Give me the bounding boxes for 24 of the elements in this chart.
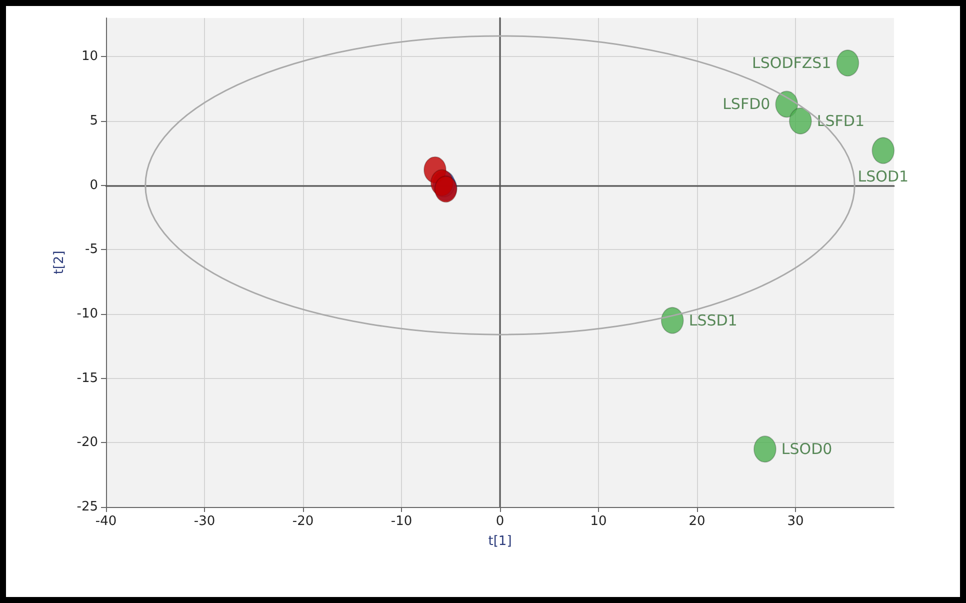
y-tick-label: 5 xyxy=(90,113,98,128)
x-tick-label: 30 xyxy=(787,514,804,529)
data-label: LSFD0 xyxy=(722,95,770,114)
x-tick-label: 20 xyxy=(688,514,706,529)
y-tick-label: 0 xyxy=(90,178,98,193)
data-label: LSSD1 xyxy=(688,311,738,330)
data-label: LSOD1 xyxy=(858,168,909,186)
x-axis-title: t[1] xyxy=(488,534,512,549)
x-tick-label: -20 xyxy=(292,514,314,529)
x-tick-label: -10 xyxy=(390,514,412,529)
x-tick-label: -40 xyxy=(95,514,117,529)
data-label: LSODFZS1 xyxy=(752,54,832,72)
y-tick-label: -25 xyxy=(76,500,98,514)
y-tick-label: -20 xyxy=(76,435,98,450)
data-label: LSFD1 xyxy=(816,112,864,130)
y-tick-label: 10 xyxy=(81,49,98,64)
y-tick-label: -10 xyxy=(76,306,98,322)
x-tick-label: -30 xyxy=(194,514,216,529)
x-tick-label: 10 xyxy=(590,514,607,529)
data-label: LSOD0 xyxy=(781,440,832,458)
y-tick-label: -15 xyxy=(76,370,98,386)
x-tick-label: 0 xyxy=(496,514,504,529)
y-axis-title: t[2] xyxy=(52,250,67,274)
y-tick-label: -5 xyxy=(85,242,98,258)
